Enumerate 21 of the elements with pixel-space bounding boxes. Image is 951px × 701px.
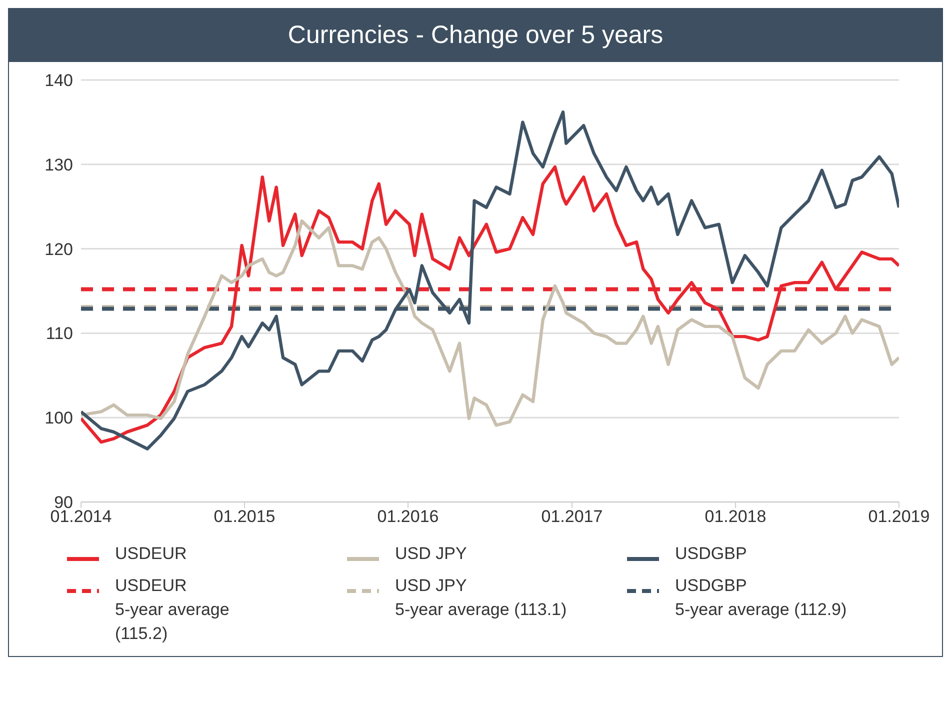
legend-label: USD JPY [395,543,467,565]
legend-label: USDEUR 5-year average (115.2) [115,575,230,645]
x-tick-label: 01.2019 [868,507,930,526]
y-tick-label: 100 [44,408,73,428]
legend-label: USDGBP [675,543,747,565]
legend-label: USD JPY 5-year average (113.1) [395,575,567,621]
chart-title: Currencies - Change over 5 years [9,9,942,62]
line-series [81,110,899,450]
line-series [81,165,899,444]
x-tick-label: 01.2016 [377,507,439,526]
line-series [81,219,899,427]
x-tick-label: 01.2017 [541,507,603,526]
y-tick-label: 130 [44,155,73,174]
y-tick-label: 140 [44,71,73,90]
legend-label: USDEUR [115,543,187,565]
x-tick-label: 01.2014 [50,507,112,526]
y-tick-label: 120 [44,240,73,259]
y-tick-label: 110 [46,324,73,344]
legend-label: USDGBP 5-year average (112.9) [675,575,847,621]
x-tick-label: 01.2018 [704,507,766,526]
x-tick-label: 01.2015 [214,507,276,526]
